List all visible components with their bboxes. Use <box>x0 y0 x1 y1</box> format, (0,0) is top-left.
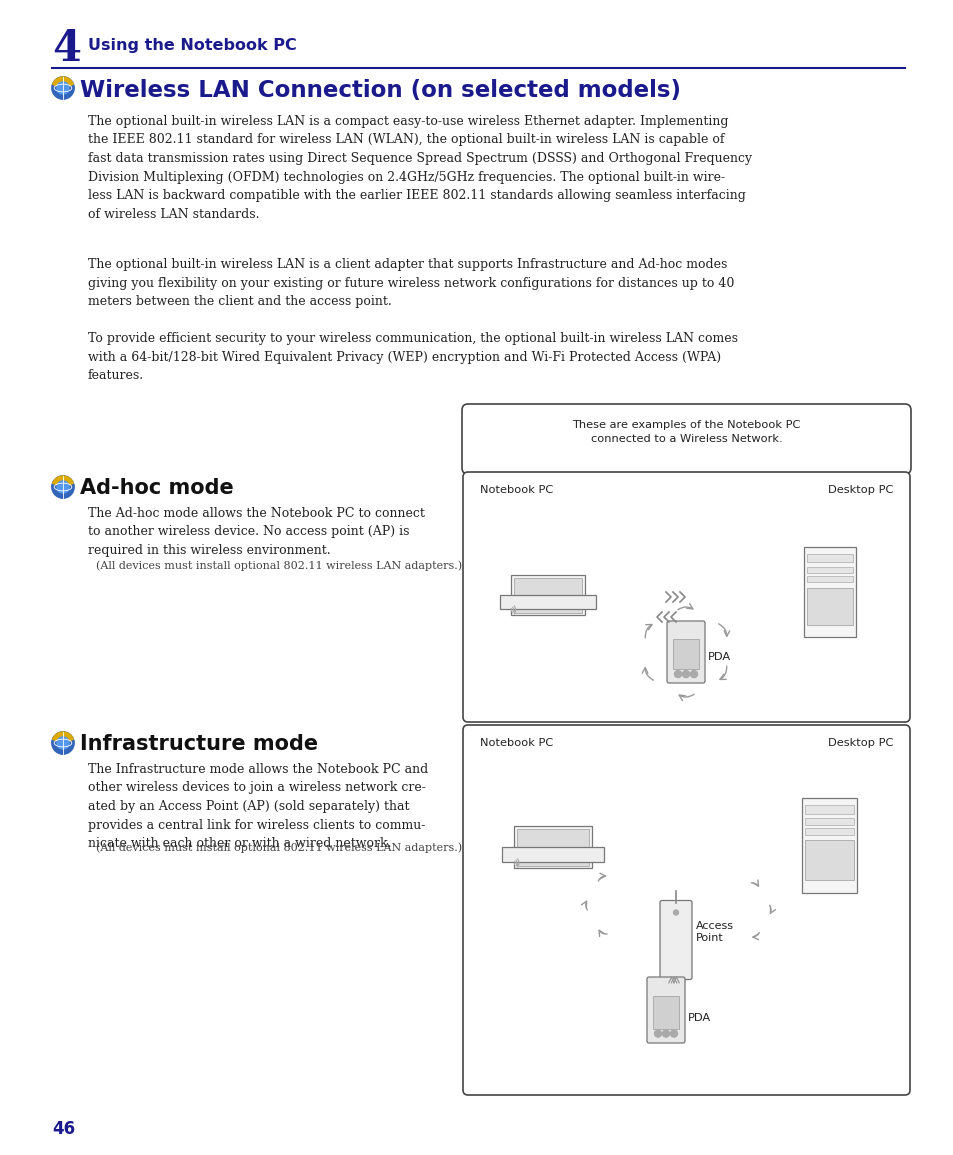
FancyBboxPatch shape <box>462 472 909 722</box>
FancyBboxPatch shape <box>804 840 854 880</box>
Text: The Ad-hoc mode allows the Notebook PC to connect
to another wireless device. No: The Ad-hoc mode allows the Notebook PC t… <box>88 507 424 557</box>
FancyBboxPatch shape <box>806 576 852 582</box>
Text: The optional built-in wireless LAN is a client adapter that supports Infrastruct: The optional built-in wireless LAN is a … <box>88 258 734 308</box>
FancyBboxPatch shape <box>502 847 603 862</box>
FancyBboxPatch shape <box>514 826 592 869</box>
Circle shape <box>57 82 69 94</box>
Text: Notebook PC: Notebook PC <box>479 485 553 495</box>
Text: Wireless LAN Connection (on selected models): Wireless LAN Connection (on selected mod… <box>80 79 680 102</box>
Text: 46: 46 <box>52 1120 75 1138</box>
Text: Access
Point: Access Point <box>696 921 733 944</box>
Circle shape <box>52 732 74 754</box>
Text: Desktop PC: Desktop PC <box>827 485 892 495</box>
FancyBboxPatch shape <box>801 797 857 893</box>
Wedge shape <box>52 732 73 743</box>
Circle shape <box>681 671 689 678</box>
FancyBboxPatch shape <box>672 639 699 670</box>
Text: Notebook PC: Notebook PC <box>479 738 553 748</box>
Text: (All devices must install optional 802.11 wireless LAN adapters.): (All devices must install optional 802.1… <box>96 560 461 571</box>
Circle shape <box>57 480 69 493</box>
Text: The optional built-in wireless LAN is a compact easy-to-use wireless Ethernet ad: The optional built-in wireless LAN is a … <box>88 116 751 221</box>
Text: (All devices must install optional 802.11 wireless LAN adapters.): (All devices must install optional 802.1… <box>96 842 461 852</box>
Circle shape <box>673 910 678 915</box>
Circle shape <box>654 1030 660 1037</box>
Text: These are examples of the Notebook PC
connected to a Wireless Network.: These are examples of the Notebook PC co… <box>572 420 800 444</box>
FancyBboxPatch shape <box>806 554 852 562</box>
FancyBboxPatch shape <box>510 574 585 614</box>
Text: Ad-hoc mode: Ad-hoc mode <box>80 478 233 498</box>
FancyBboxPatch shape <box>666 621 704 683</box>
Text: PDA: PDA <box>687 1013 710 1023</box>
FancyBboxPatch shape <box>462 725 909 1095</box>
Text: 4: 4 <box>52 28 81 70</box>
Text: Using the Notebook PC: Using the Notebook PC <box>88 38 296 53</box>
FancyBboxPatch shape <box>652 997 679 1029</box>
Wedge shape <box>52 476 73 487</box>
Circle shape <box>690 671 697 678</box>
FancyBboxPatch shape <box>804 828 854 835</box>
FancyBboxPatch shape <box>803 547 855 638</box>
Text: Infrastructure mode: Infrastructure mode <box>80 733 317 754</box>
FancyBboxPatch shape <box>804 819 854 825</box>
Wedge shape <box>52 77 73 88</box>
FancyBboxPatch shape <box>499 595 596 609</box>
FancyBboxPatch shape <box>804 805 854 813</box>
FancyBboxPatch shape <box>646 977 684 1043</box>
Circle shape <box>674 671 680 678</box>
FancyBboxPatch shape <box>659 901 691 979</box>
Circle shape <box>52 476 74 498</box>
Circle shape <box>661 1030 669 1037</box>
FancyBboxPatch shape <box>513 578 581 613</box>
Text: PDA: PDA <box>707 653 730 662</box>
FancyBboxPatch shape <box>806 588 852 625</box>
Circle shape <box>670 1030 677 1037</box>
Text: Desktop PC: Desktop PC <box>827 738 892 748</box>
Circle shape <box>57 737 69 750</box>
FancyBboxPatch shape <box>461 404 910 474</box>
Text: To provide efficient security to your wireless communication, the optional built: To provide efficient security to your wi… <box>88 331 738 382</box>
Text: The Infrastructure mode allows the Notebook PC and
other wireless devices to joi: The Infrastructure mode allows the Noteb… <box>88 763 428 850</box>
FancyBboxPatch shape <box>806 567 852 573</box>
Circle shape <box>52 77 74 99</box>
FancyBboxPatch shape <box>517 829 589 866</box>
